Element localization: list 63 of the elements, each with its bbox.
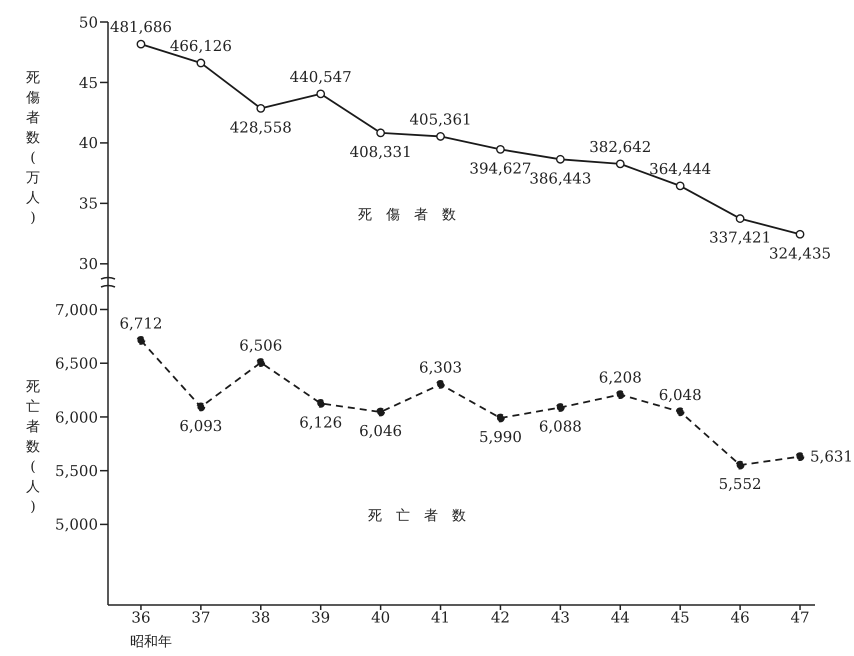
y-tick-label: 50 — [78, 13, 98, 32]
data-label: 6,208 — [598, 368, 642, 387]
y-tick-label: 5,000 — [55, 516, 98, 534]
x-tick-label: 46 — [730, 608, 750, 627]
data-label: 6,126 — [299, 413, 342, 432]
x-tick-label: 41 — [430, 608, 450, 627]
y-tick-label: 40 — [78, 134, 98, 152]
x-tick-label: 38 — [251, 608, 270, 627]
y-tick-label: 35 — [78, 194, 98, 213]
point — [376, 408, 386, 416]
x-tick-label: 45 — [670, 608, 690, 627]
y-axis-title: 死亡者数(人) — [26, 378, 40, 516]
data-label: 6,088 — [538, 417, 582, 436]
y-tick-label: 6,500 — [55, 354, 98, 373]
y-tick-label: 7,000 — [55, 300, 98, 319]
text: 死傷者数 — [358, 206, 470, 224]
x-tick-label: 44 — [610, 608, 630, 627]
point — [796, 452, 804, 461]
y-tick-label: 30 — [78, 255, 98, 274]
annotation: 382,642 — [589, 138, 652, 156]
point — [196, 402, 206, 412]
annotation: 324,435 — [769, 244, 832, 262]
point — [556, 403, 565, 412]
annotation: 405,361 — [410, 110, 472, 128]
data-label: 6,048 — [658, 386, 702, 404]
point — [496, 414, 505, 422]
data-label: 6,046 — [359, 422, 402, 440]
data-label: 6,303 — [419, 358, 462, 376]
data-label: 5,990 — [478, 428, 522, 446]
x-tick-label: 47 — [790, 608, 810, 627]
data-label: 5,552 — [718, 475, 762, 494]
point — [256, 358, 266, 367]
x-tick-label: 42 — [490, 608, 510, 627]
annotation: 386,443 — [529, 169, 592, 188]
y-axis-title: 死傷者数(万人) — [26, 69, 40, 228]
annotation: 466,126 — [170, 36, 232, 55]
x-tick-label: 39 — [311, 608, 330, 627]
point — [316, 399, 326, 408]
y-tick-label: 5,500 — [55, 462, 98, 480]
y-tick-label: 6,000 — [55, 408, 98, 426]
y-tick-label: 45 — [78, 74, 98, 92]
point — [136, 336, 146, 345]
data-label: 6,093 — [179, 416, 222, 435]
annotation: 481,686 — [110, 18, 172, 36]
x-tick-label: 40 — [371, 608, 390, 627]
data-label: 6,712 — [119, 314, 162, 332]
text: 死亡者数 — [368, 507, 480, 525]
annotation: 364,444 — [649, 160, 712, 178]
annotation: 408,331 — [350, 142, 412, 161]
annotation: 428,558 — [230, 118, 292, 136]
point — [436, 380, 445, 389]
annotation: 440,547 — [290, 68, 352, 86]
x-axis-title: 昭和年 — [130, 633, 172, 651]
point — [736, 460, 745, 470]
annotation: 337,421 — [709, 228, 772, 247]
data-label: 5,631 — [810, 448, 853, 466]
x-tick-label: 36 — [131, 608, 150, 627]
point — [676, 407, 685, 416]
x-tick-label: 43 — [550, 608, 570, 627]
annotation: 394,627 — [469, 159, 532, 178]
x-tick-label: 37 — [191, 608, 210, 627]
point — [616, 390, 625, 399]
data-label: 6,506 — [239, 336, 282, 355]
